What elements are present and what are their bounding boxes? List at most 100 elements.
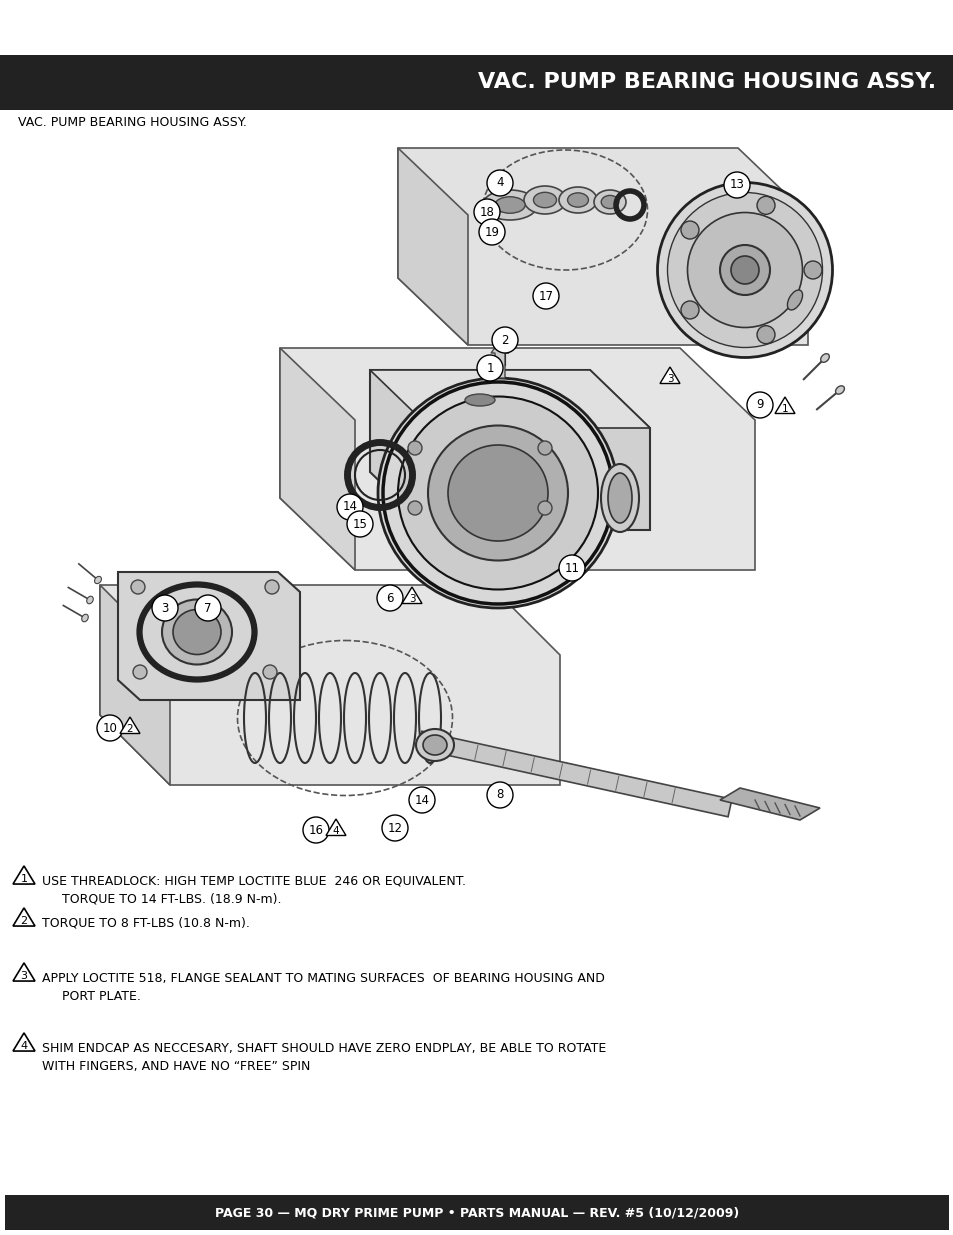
- Ellipse shape: [600, 195, 618, 209]
- Text: 3: 3: [408, 594, 415, 604]
- Ellipse shape: [757, 326, 774, 343]
- Ellipse shape: [667, 193, 821, 347]
- Ellipse shape: [680, 301, 699, 319]
- Text: VAC. PUMP BEARING HOUSING ASSY.: VAC. PUMP BEARING HOUSING ASSY.: [18, 116, 247, 130]
- Polygon shape: [401, 587, 421, 604]
- Circle shape: [347, 511, 373, 537]
- Ellipse shape: [687, 212, 801, 327]
- Ellipse shape: [428, 426, 567, 561]
- Polygon shape: [720, 788, 820, 820]
- Polygon shape: [280, 348, 355, 571]
- Polygon shape: [370, 370, 649, 429]
- Text: 4: 4: [496, 177, 503, 189]
- Text: 1: 1: [781, 404, 787, 414]
- Ellipse shape: [680, 221, 699, 240]
- Text: 18: 18: [479, 205, 494, 219]
- Polygon shape: [13, 963, 35, 981]
- Polygon shape: [100, 585, 559, 785]
- Ellipse shape: [162, 599, 232, 664]
- Ellipse shape: [87, 597, 93, 604]
- Text: 2: 2: [20, 916, 28, 926]
- Circle shape: [381, 815, 408, 841]
- Ellipse shape: [720, 245, 769, 295]
- Ellipse shape: [600, 464, 639, 532]
- FancyArrow shape: [491, 341, 509, 378]
- Text: 14: 14: [342, 500, 357, 514]
- Text: 9: 9: [756, 399, 763, 411]
- Text: 16: 16: [308, 824, 323, 836]
- Text: APPLY LOCTITE 518, FLANGE SEALANT TO MATING SURFACES  OF BEARING HOUSING AND: APPLY LOCTITE 518, FLANGE SEALANT TO MAT…: [42, 972, 604, 986]
- Ellipse shape: [94, 577, 101, 584]
- Circle shape: [474, 199, 499, 225]
- Text: 3: 3: [161, 601, 169, 615]
- Polygon shape: [774, 396, 794, 414]
- Circle shape: [263, 664, 276, 679]
- Circle shape: [336, 494, 363, 520]
- Text: 17: 17: [537, 289, 553, 303]
- Circle shape: [476, 354, 502, 382]
- Circle shape: [492, 327, 517, 353]
- Ellipse shape: [482, 190, 537, 220]
- Polygon shape: [118, 572, 299, 700]
- Polygon shape: [280, 348, 754, 571]
- Text: TORQUE TO 8 FT-LBS (10.8 N-m).: TORQUE TO 8 FT-LBS (10.8 N-m).: [42, 918, 250, 930]
- Circle shape: [558, 555, 584, 580]
- Polygon shape: [659, 367, 679, 384]
- Text: SHIM ENDCAP AS NECCESARY, SHAFT SHOULD HAVE ZERO ENDPLAY, BE ABLE TO ROTATE: SHIM ENDCAP AS NECCESARY, SHAFT SHOULD H…: [42, 1042, 605, 1055]
- Circle shape: [303, 818, 329, 844]
- Ellipse shape: [397, 396, 598, 589]
- Ellipse shape: [416, 729, 454, 761]
- Polygon shape: [326, 819, 346, 836]
- Ellipse shape: [495, 196, 524, 214]
- Text: 4: 4: [20, 1041, 28, 1051]
- Polygon shape: [100, 585, 170, 785]
- Ellipse shape: [803, 261, 821, 279]
- Text: 8: 8: [496, 788, 503, 802]
- Polygon shape: [13, 908, 35, 926]
- Circle shape: [746, 391, 772, 417]
- Circle shape: [132, 664, 147, 679]
- Text: 7: 7: [204, 601, 212, 615]
- Circle shape: [194, 595, 221, 621]
- Text: 3: 3: [666, 373, 673, 384]
- Circle shape: [537, 501, 552, 515]
- Text: 6: 6: [386, 592, 394, 604]
- Ellipse shape: [523, 186, 565, 214]
- Ellipse shape: [730, 256, 759, 284]
- Ellipse shape: [607, 473, 631, 522]
- Ellipse shape: [820, 353, 828, 362]
- Text: 12: 12: [387, 821, 402, 835]
- Text: USE THREADLOCK: HIGH TEMP LOCTITE BLUE  246 OR EQUIVALENT.: USE THREADLOCK: HIGH TEMP LOCTITE BLUE 2…: [42, 876, 465, 888]
- Ellipse shape: [567, 193, 588, 207]
- Ellipse shape: [464, 394, 495, 406]
- Polygon shape: [13, 1032, 35, 1051]
- Text: 10: 10: [103, 721, 117, 735]
- Circle shape: [97, 715, 123, 741]
- Circle shape: [376, 585, 402, 611]
- Circle shape: [533, 283, 558, 309]
- Circle shape: [478, 219, 504, 245]
- Bar: [0, 56, 953, 110]
- Text: 4: 4: [333, 825, 339, 836]
- Circle shape: [537, 441, 552, 454]
- Ellipse shape: [82, 614, 89, 621]
- Ellipse shape: [422, 735, 447, 755]
- Text: 2: 2: [500, 333, 508, 347]
- Polygon shape: [120, 718, 140, 734]
- Text: 1: 1: [20, 874, 28, 884]
- Polygon shape: [13, 866, 35, 884]
- Text: PORT PLATE.: PORT PLATE.: [42, 990, 141, 1003]
- Circle shape: [723, 172, 749, 198]
- Circle shape: [152, 595, 178, 621]
- Circle shape: [265, 580, 278, 594]
- Text: 1: 1: [486, 362, 494, 374]
- Circle shape: [409, 787, 435, 813]
- Text: 2: 2: [127, 724, 133, 734]
- Polygon shape: [370, 370, 649, 530]
- Ellipse shape: [377, 378, 618, 608]
- Text: WITH FINGERS, AND HAVE NO “FREE” SPIN: WITH FINGERS, AND HAVE NO “FREE” SPIN: [42, 1060, 310, 1073]
- Text: 13: 13: [729, 179, 743, 191]
- Text: PAGE 30 — MQ DRY PRIME PUMP • PARTS MANUAL — REV. #5 (10/12/2009): PAGE 30 — MQ DRY PRIME PUMP • PARTS MANU…: [214, 1207, 739, 1219]
- Polygon shape: [417, 731, 731, 816]
- Polygon shape: [397, 148, 807, 345]
